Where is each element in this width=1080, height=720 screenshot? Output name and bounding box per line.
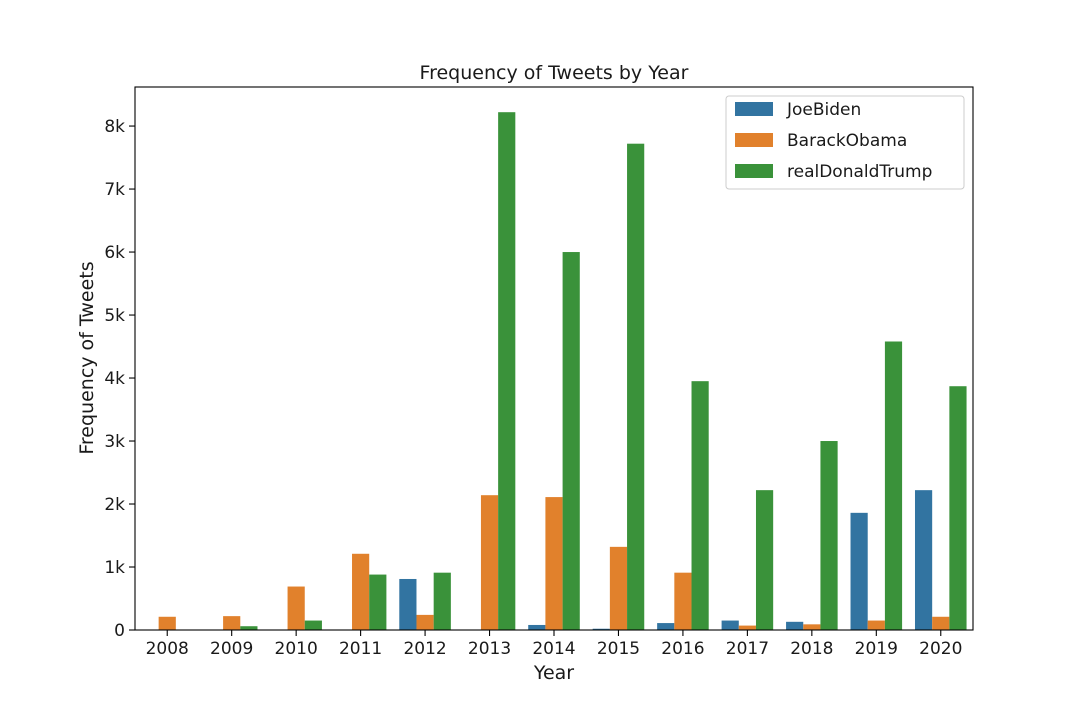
bar-BarackObama-2010 bbox=[287, 586, 305, 630]
bar-JoeBiden-2019 bbox=[850, 512, 868, 630]
legend-frame bbox=[725, 95, 965, 190]
bar-realDonaldTrump-2017 bbox=[755, 490, 774, 630]
legend-swatch-realDonaldTrump bbox=[735, 164, 773, 178]
bar-realDonaldTrump-2020 bbox=[949, 386, 967, 630]
x-tick-label: 2018 bbox=[790, 639, 833, 659]
y-axis-ticks: 0 1k 2k 3k 4k 5k 6k 7k 8k bbox=[104, 117, 135, 641]
legend-label-realDonaldTrump: realDonaldTrump bbox=[787, 162, 932, 182]
bar-realDonaldTrump-2013 bbox=[498, 112, 516, 631]
y-tick-label: 3k bbox=[104, 432, 125, 452]
bar-BarackObama-2017 bbox=[738, 625, 756, 630]
bar-BarackObama-2013 bbox=[480, 495, 499, 630]
x-tick-label: 2010 bbox=[275, 639, 318, 659]
bar-realDonaldTrump-2010 bbox=[304, 620, 322, 630]
y-tick-label: 0 bbox=[114, 621, 125, 641]
bar-realDonaldTrump-2018 bbox=[820, 441, 838, 630]
legend-label-JoeBiden: JoeBiden bbox=[786, 100, 861, 120]
bar-BarackObama-2015 bbox=[609, 546, 628, 630]
bar-BarackObama-2011 bbox=[352, 553, 370, 630]
bar-realDonaldTrump-2016 bbox=[691, 381, 709, 630]
bar-BarackObama-2014 bbox=[545, 497, 563, 630]
bar-realDonaldTrump-2015 bbox=[627, 143, 645, 631]
legend-swatch-BarackObama bbox=[735, 133, 773, 147]
y-tick-label: 2k bbox=[104, 495, 125, 515]
x-axis-ticks: 2008 2009 2010 2011 2012 2013 2014 2015 2016 2017… bbox=[146, 630, 962, 659]
bars-layer bbox=[158, 112, 967, 631]
bar-BarackObama-2016 bbox=[674, 572, 692, 630]
bar-BarackObama-2009 bbox=[223, 616, 241, 630]
y-tick-label: 5k bbox=[104, 306, 125, 326]
x-tick-label: 2013 bbox=[468, 639, 511, 659]
x-tick-label: 2019 bbox=[855, 639, 898, 659]
bar-BarackObama-2019 bbox=[867, 620, 885, 630]
bar-BarackObama-2018 bbox=[803, 624, 821, 630]
bar-BarackObama-2012 bbox=[416, 614, 434, 630]
bar-BarackObama-2020 bbox=[932, 616, 950, 630]
bar-JoeBiden-2018 bbox=[786, 621, 804, 630]
x-tick-label: 2020 bbox=[919, 639, 962, 659]
bar-JoeBiden-2014 bbox=[528, 624, 546, 630]
x-tick-label: 2011 bbox=[339, 639, 382, 659]
y-tick-label: 7k bbox=[104, 180, 125, 200]
y-tick-label: 4k bbox=[104, 369, 125, 389]
bar-realDonaldTrump-2014 bbox=[562, 252, 580, 631]
x-tick-label: 2014 bbox=[532, 639, 575, 659]
x-axis-label: Year bbox=[533, 662, 574, 684]
x-tick-label: 2012 bbox=[403, 639, 446, 659]
x-tick-label: 2009 bbox=[210, 639, 253, 659]
chart-title: Frequency of Tweets by Year bbox=[420, 62, 689, 84]
bar-JoeBiden-2020 bbox=[914, 490, 933, 630]
bar-realDonaldTrump-2019 bbox=[884, 341, 903, 630]
x-tick-label: 2016 bbox=[661, 639, 704, 659]
bar-JoeBiden-2017 bbox=[721, 620, 739, 630]
y-tick-label: 6k bbox=[104, 243, 125, 263]
bar-BarackObama-2008 bbox=[158, 616, 176, 630]
y-tick-label: 1k bbox=[104, 558, 125, 578]
legend: JoeBiden BarackObama realDonaldTrump bbox=[725, 95, 965, 190]
legend-label-BarackObama: BarackObama bbox=[787, 131, 907, 151]
bar-realDonaldTrump-2009 bbox=[240, 626, 258, 630]
legend-swatch-JoeBiden bbox=[735, 102, 773, 116]
bar-JoeBiden-2012 bbox=[399, 578, 417, 630]
bar-realDonaldTrump-2012 bbox=[433, 572, 451, 630]
y-tick-label: 8k bbox=[104, 117, 125, 137]
bar-JoeBiden-2015 bbox=[592, 628, 610, 630]
x-tick-label: 2008 bbox=[146, 639, 189, 659]
x-tick-label: 2017 bbox=[726, 639, 769, 659]
bar-realDonaldTrump-2011 bbox=[369, 574, 387, 630]
x-tick-label: 2015 bbox=[597, 639, 640, 659]
y-axis-label: Frequency of Tweets bbox=[76, 261, 98, 454]
bar-JoeBiden-2016 bbox=[657, 623, 675, 630]
